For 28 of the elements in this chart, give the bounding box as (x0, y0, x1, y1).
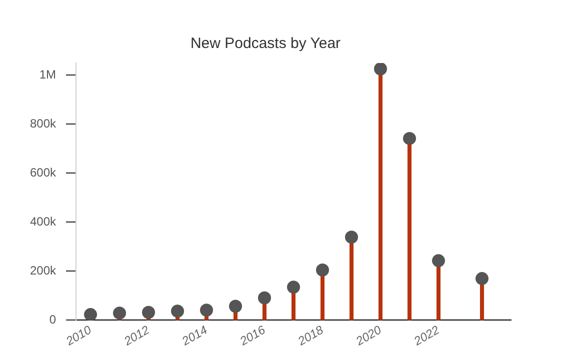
point (171, 304, 184, 318)
point (287, 280, 300, 294)
x-tick-label: 2014 (178, 322, 210, 349)
x-tick-label: 2020 (352, 322, 384, 349)
point (113, 306, 126, 320)
point (345, 230, 358, 244)
x-tick-label: 2016 (236, 322, 268, 349)
point (476, 272, 488, 286)
y-tick-label: 0 (49, 312, 56, 326)
chart-title: New Podcasts by Year (190, 35, 341, 52)
point (200, 304, 214, 317)
point (142, 306, 156, 319)
y-tick-label: 800k (30, 116, 58, 131)
x-tick-label: 2010 (62, 322, 94, 349)
y-tick-label: 600k (30, 166, 58, 180)
point (258, 291, 272, 304)
y-tick-label: 200k (30, 264, 58, 278)
x-tick-label: 2022 (410, 322, 442, 349)
point (316, 263, 330, 276)
point (374, 63, 388, 76)
y-tick-label: 1M (39, 68, 56, 82)
point (84, 308, 98, 320)
point (432, 254, 446, 268)
y-tick-label: 400k (30, 214, 58, 229)
point (229, 300, 242, 313)
x-tick-label: 2018 (294, 322, 326, 349)
x-tick-label: 2012 (120, 322, 152, 349)
point (403, 132, 416, 145)
